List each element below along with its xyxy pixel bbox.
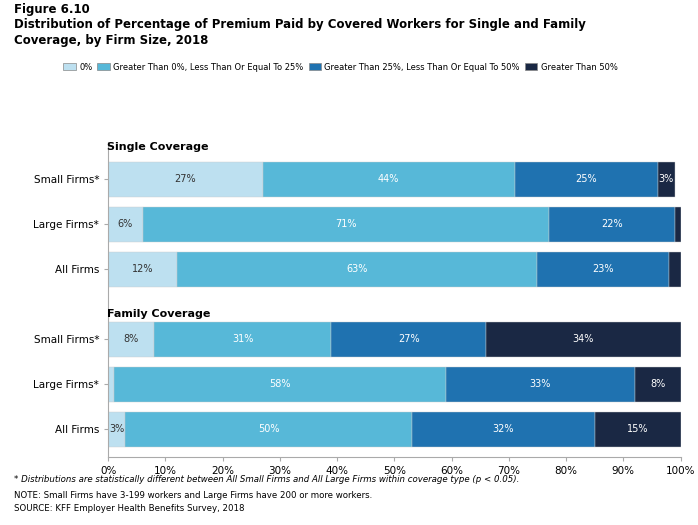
Text: 58%: 58% <box>269 379 290 389</box>
Text: 3%: 3% <box>109 424 124 434</box>
Bar <box>412 412 595 447</box>
Text: Figure 6.10: Figure 6.10 <box>14 3 90 16</box>
Text: 12%: 12% <box>132 264 154 274</box>
Bar <box>177 252 537 287</box>
Text: 33%: 33% <box>530 379 551 389</box>
Bar <box>126 412 412 447</box>
Text: 8%: 8% <box>650 379 665 389</box>
Text: 50%: 50% <box>258 424 279 434</box>
Bar <box>486 322 681 357</box>
Legend: 0%, Greater Than 0%, Less Than Or Equal To 25%, Greater Than 25%, Less Than Or E: 0%, Greater Than 0%, Less Than Or Equal … <box>60 59 621 75</box>
Text: 27%: 27% <box>398 334 419 344</box>
Text: 71%: 71% <box>335 219 357 229</box>
Text: 34%: 34% <box>572 334 594 344</box>
Text: 3%: 3% <box>659 174 674 184</box>
Bar <box>114 367 446 402</box>
Bar <box>549 207 675 242</box>
Bar <box>675 207 681 242</box>
Bar <box>669 252 681 287</box>
Text: 63%: 63% <box>346 264 368 274</box>
Bar <box>446 367 634 402</box>
Text: NOTE: Small Firms have 3-199 workers and Large Firms have 200 or more workers.: NOTE: Small Firms have 3-199 workers and… <box>14 491 372 500</box>
Text: Single Coverage: Single Coverage <box>107 142 209 152</box>
Bar <box>658 162 675 197</box>
Bar <box>514 162 658 197</box>
Text: SOURCE: KFF Employer Health Benefits Survey, 2018: SOURCE: KFF Employer Health Benefits Sur… <box>14 504 244 513</box>
Bar <box>154 322 332 357</box>
Bar <box>595 412 681 447</box>
Text: 8%: 8% <box>124 334 139 344</box>
Bar <box>108 412 126 447</box>
Text: 44%: 44% <box>378 174 399 184</box>
Bar <box>537 252 669 287</box>
Text: 23%: 23% <box>593 264 614 274</box>
Bar <box>262 162 514 197</box>
Text: 31%: 31% <box>232 334 253 344</box>
Bar <box>332 322 486 357</box>
Bar <box>108 322 154 357</box>
Text: Distribution of Percentage of Premium Paid by Covered Workers for Single and Fam: Distribution of Percentage of Premium Pa… <box>14 18 586 31</box>
Text: 15%: 15% <box>627 424 648 434</box>
Bar <box>108 207 142 242</box>
Text: 6%: 6% <box>118 219 133 229</box>
Text: 32%: 32% <box>492 424 514 434</box>
Bar <box>634 367 681 402</box>
Bar <box>108 252 177 287</box>
Bar <box>108 162 262 197</box>
Text: * Distributions are statistically different between All Small Firms and All Larg: * Distributions are statistically differ… <box>14 475 519 484</box>
Text: 27%: 27% <box>174 174 196 184</box>
Text: 22%: 22% <box>601 219 623 229</box>
Bar <box>108 367 114 402</box>
Text: 25%: 25% <box>575 174 597 184</box>
Bar <box>142 207 549 242</box>
Text: Coverage, by Firm Size, 2018: Coverage, by Firm Size, 2018 <box>14 34 208 47</box>
Text: Family Coverage: Family Coverage <box>107 309 211 319</box>
